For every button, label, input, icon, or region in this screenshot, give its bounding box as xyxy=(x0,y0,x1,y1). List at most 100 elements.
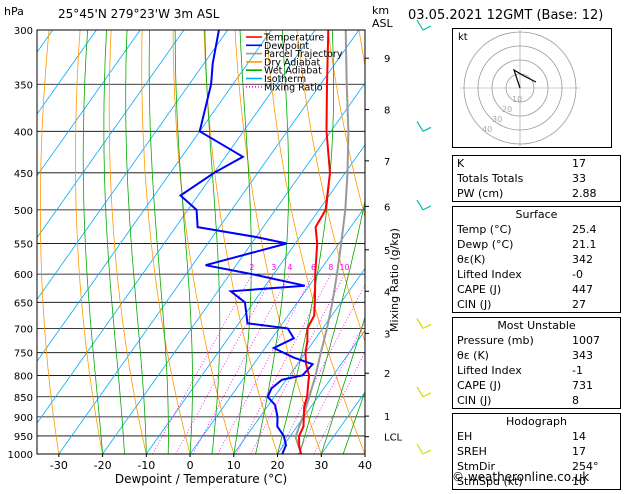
wind-barb xyxy=(422,449,432,455)
wind-barb-flag xyxy=(416,19,424,31)
wind-barb-flag xyxy=(416,386,424,398)
stats-panel: K 17 Totals Totals 33 PW (cm) 2.88 Surface Tem… xyxy=(452,155,621,494)
legend-entry: Dewpoint xyxy=(264,41,309,52)
stat-label: EH xyxy=(457,430,473,443)
x-tick-label: 40 xyxy=(358,459,372,472)
x-axis-label: Dewpoint / Temperature (°C) xyxy=(115,472,287,486)
x-tick-label: -10 xyxy=(137,459,155,472)
legend-entry: Mixing Ratio xyxy=(264,82,323,93)
stat-label: SREH xyxy=(457,445,487,458)
hodograph-stats-box: Hodograph EH 14 SREH 17 StmDir 254° StmSpd (kt)… xyxy=(452,413,621,490)
pressure-tick-label: 400 xyxy=(14,127,33,138)
wind-barb xyxy=(422,392,432,398)
stat-row: θε(K) 342 xyxy=(453,252,620,267)
box-title: Hodograph xyxy=(506,415,567,428)
stat-row: Dewp (°C) 21.1 xyxy=(453,237,620,252)
isotherm-line xyxy=(189,206,365,454)
wet-adiabat-line xyxy=(148,30,169,454)
mixing-ratio-label: 15 xyxy=(365,263,375,272)
wind-barb xyxy=(422,205,432,211)
stat-value: -0 xyxy=(572,268,583,281)
mixing-ratio-line xyxy=(235,273,332,454)
x-tick-label: 10 xyxy=(227,459,241,472)
height-ref-label: ASL xyxy=(372,17,394,30)
pressure-tick-label: 350 xyxy=(14,80,33,91)
copyright-footer: © weatheronline.co.uk xyxy=(452,470,590,484)
legend-entry: Parcel Trajectory xyxy=(264,49,343,60)
isotherm-line xyxy=(37,30,97,115)
pressure-tick-label: 600 xyxy=(14,270,33,281)
hodograph-ring-label: 20 xyxy=(502,105,512,114)
isotherm-line xyxy=(102,82,365,454)
mixing-ratio-label: 6 xyxy=(311,263,316,272)
pressure-tick-label: 900 xyxy=(14,413,33,424)
wet-adiabat-line xyxy=(204,30,221,454)
x-tick-label: -30 xyxy=(50,459,68,472)
stat-label: θε (K) xyxy=(457,349,489,362)
isotherm-line xyxy=(58,30,360,454)
mixing-ratio-line xyxy=(152,273,253,454)
isotherm-line xyxy=(146,144,365,454)
height-label: 7 xyxy=(384,157,390,168)
height-label: 6 xyxy=(384,202,390,213)
box-title: Most Unstable xyxy=(497,319,576,332)
pressure-tick-label: 450 xyxy=(14,169,33,180)
mixing-ratio-label: 10 xyxy=(339,263,349,272)
mixing-ratio-label: 3 xyxy=(271,263,276,272)
wet-adiabat-line xyxy=(103,30,125,454)
x-tick-label: 20 xyxy=(271,459,285,472)
wind-barb-flag xyxy=(416,199,424,211)
isotherm-line xyxy=(37,30,228,301)
height-label: 5 xyxy=(384,246,390,257)
mixing-ratio-line xyxy=(313,351,365,454)
stat-value: 17 xyxy=(572,157,586,170)
height-label: LCL xyxy=(384,433,403,444)
stat-label: CAPE (J) xyxy=(457,283,502,296)
wind-barb-flag xyxy=(416,443,424,455)
hodograph-ring-label: 10 xyxy=(512,95,522,104)
wet-adiabat-line xyxy=(82,30,103,454)
isotherm-line xyxy=(37,30,185,239)
hodograph-unit-label: kt xyxy=(458,32,468,43)
legend-entry: Dry Adiabat xyxy=(264,57,321,68)
mixing-ratio-line xyxy=(250,273,345,454)
stat-row: StmDir 254° xyxy=(453,459,620,474)
x-tick-label: -20 xyxy=(94,459,112,472)
plot-frame xyxy=(36,29,366,455)
mixing-ratio-label: 8 xyxy=(328,263,333,272)
wind-barb xyxy=(422,323,432,329)
stat-label: Totals Totals xyxy=(457,172,524,185)
dry-adiabat-line xyxy=(203,30,278,454)
pressure-tick-label: 950 xyxy=(14,432,33,443)
wind-barb xyxy=(422,126,432,132)
dry-adiabat-line xyxy=(75,30,103,454)
hodograph-ring-label: 30 xyxy=(492,115,502,124)
stat-row: K 17 xyxy=(453,156,620,171)
height-label: 9 xyxy=(384,54,390,65)
general-indices-box: K 17 Totals Totals 33 PW (cm) 2.88 xyxy=(452,155,621,202)
wet-adiabat-line xyxy=(299,198,365,454)
legend-entry: Isotherm xyxy=(264,74,306,85)
stat-value: 27 xyxy=(572,298,586,311)
dry-adiabat-line xyxy=(108,30,147,454)
height-label: 2 xyxy=(384,369,390,380)
dry-adiabat-line xyxy=(265,30,365,454)
pressure-tick-label: 850 xyxy=(14,393,33,404)
stat-row: Lifted Index -1 xyxy=(453,363,620,378)
pressure-tick-label: 1000 xyxy=(8,450,33,461)
box-title: Surface xyxy=(515,208,558,221)
stat-label: StmDir xyxy=(457,460,496,473)
stat-row: Lifted Index -0 xyxy=(453,267,620,282)
height-unit-label: km xyxy=(372,4,389,17)
pressure-tick-label: 550 xyxy=(14,239,33,250)
stat-label: K xyxy=(457,157,465,170)
wet-adiabat-line xyxy=(233,30,252,454)
stat-label: CIN (J) xyxy=(457,298,492,311)
stat-value: 731 xyxy=(572,379,593,392)
wet-adiabat-line xyxy=(255,30,290,454)
stat-row: θε (K) 343 xyxy=(453,348,620,363)
surface-box: Surface Temp (°C) 25.4 Dewp (°C) 21.1 θε(K) 34… xyxy=(452,206,621,313)
wet-adiabat-line xyxy=(125,30,147,454)
wet-adiabat-line xyxy=(277,30,334,454)
wet-adiabat-line xyxy=(174,30,193,454)
